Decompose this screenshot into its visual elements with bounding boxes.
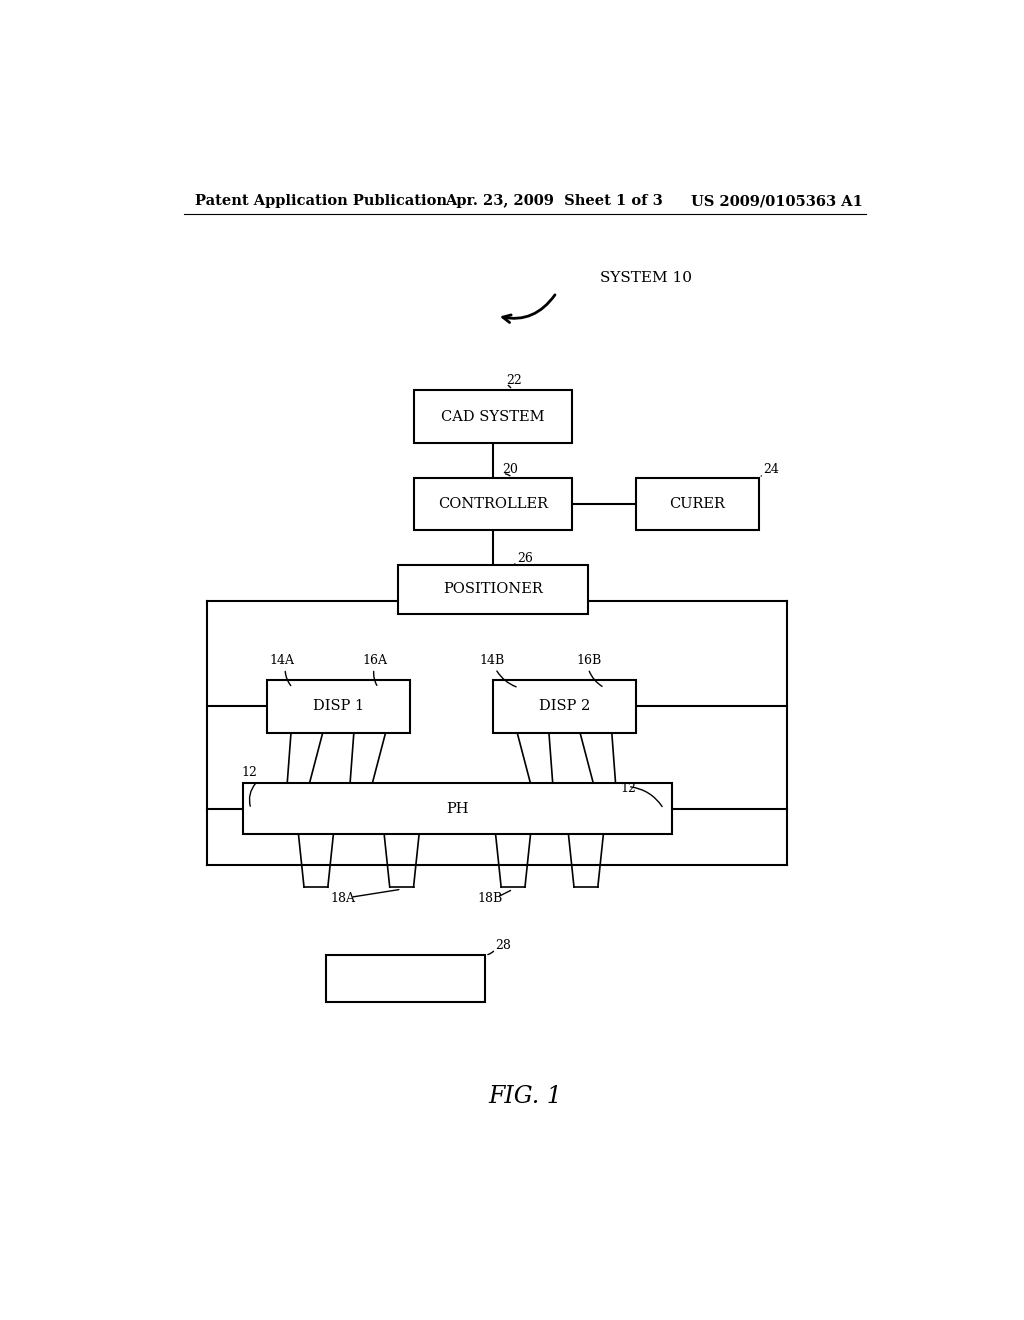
Text: 16A: 16A bbox=[362, 653, 387, 667]
Text: 12: 12 bbox=[620, 781, 636, 795]
Text: DISP 1: DISP 1 bbox=[312, 700, 364, 713]
Text: 16B: 16B bbox=[577, 653, 602, 667]
Text: CURER: CURER bbox=[670, 496, 725, 511]
Text: Apr. 23, 2009  Sheet 1 of 3: Apr. 23, 2009 Sheet 1 of 3 bbox=[445, 194, 664, 209]
Text: POSITIONER: POSITIONER bbox=[443, 582, 543, 597]
Text: FIG. 1: FIG. 1 bbox=[487, 1085, 562, 1107]
Text: 22: 22 bbox=[506, 374, 521, 387]
Text: DISP 2: DISP 2 bbox=[539, 700, 590, 713]
Bar bbox=[243, 784, 672, 834]
Text: CONTROLLER: CONTROLLER bbox=[438, 496, 548, 511]
Text: 24: 24 bbox=[763, 463, 779, 477]
Text: CAD SYSTEM: CAD SYSTEM bbox=[441, 409, 545, 424]
Text: 26: 26 bbox=[517, 552, 532, 565]
Bar bbox=[267, 680, 410, 733]
Text: 14A: 14A bbox=[269, 653, 294, 667]
Text: PH: PH bbox=[446, 801, 469, 816]
Text: 18B: 18B bbox=[477, 892, 503, 906]
Text: 18A: 18A bbox=[331, 892, 355, 906]
Text: US 2009/0105363 A1: US 2009/0105363 A1 bbox=[691, 194, 863, 209]
Bar bbox=[494, 680, 636, 733]
Bar bbox=[327, 956, 485, 1002]
Text: 12: 12 bbox=[242, 767, 257, 779]
Bar bbox=[397, 565, 588, 614]
Text: 14B: 14B bbox=[479, 653, 505, 667]
Text: SYSTEM 10: SYSTEM 10 bbox=[600, 272, 692, 285]
Bar bbox=[636, 478, 759, 531]
Text: Patent Application Publication: Patent Application Publication bbox=[196, 194, 447, 209]
Bar bbox=[414, 391, 572, 444]
Text: 28: 28 bbox=[496, 939, 511, 952]
Text: 20: 20 bbox=[503, 463, 518, 477]
Bar bbox=[414, 478, 572, 531]
